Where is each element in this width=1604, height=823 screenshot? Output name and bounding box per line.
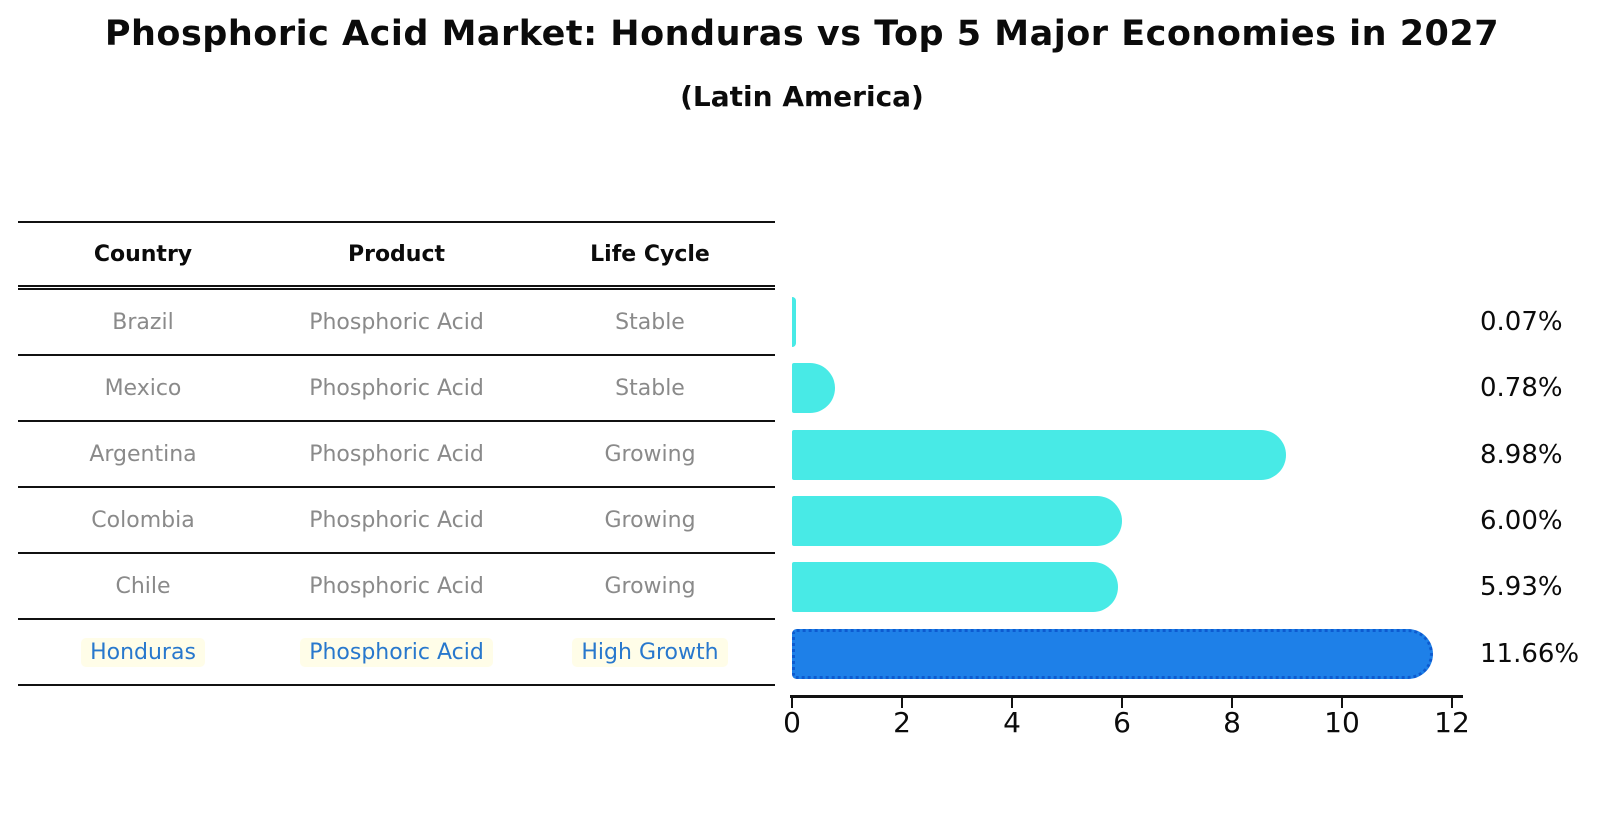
product-cell-text: Phosphoric Acid xyxy=(300,637,493,667)
country-cell: Chile xyxy=(18,574,268,599)
page-subtitle: (Latin America) xyxy=(680,80,924,113)
product-cell: Phosphoric Acid xyxy=(268,310,525,335)
table-header-life-cycle: Life Cycle xyxy=(590,241,710,267)
country-cell: Colombia xyxy=(18,508,268,533)
x-tick-label-2: 2 xyxy=(893,706,911,739)
life-cycle-cell: Growing xyxy=(525,508,775,533)
bar-honduras xyxy=(792,629,1433,679)
life-cycle-cell: Stable xyxy=(525,310,775,335)
x-tick-label-8: 8 xyxy=(1223,706,1241,739)
life-cycle-cell: Growing xyxy=(525,574,775,599)
country-cell: Honduras xyxy=(18,637,268,667)
table-row-chile: Chile Phosphoric Acid Growing xyxy=(18,554,775,620)
table-header-row: Country Product Life Cycle xyxy=(18,221,775,290)
x-tick-label-6: 6 xyxy=(1113,706,1131,739)
product-cell: Phosphoric Acid xyxy=(268,574,525,599)
country-cell-text: Honduras xyxy=(81,637,205,667)
page-title: Phosphoric Acid Market: Honduras vs Top … xyxy=(104,14,1500,54)
product-cell-text: Phosphoric Acid xyxy=(309,375,484,401)
life-cycle-cell: High Growth xyxy=(525,637,775,667)
life-cycle-cell: Growing xyxy=(525,442,775,467)
x-tick-label-4: 4 xyxy=(1003,706,1021,739)
country-cell-text: Colombia xyxy=(91,507,195,533)
life-cycle-cell-text: Growing xyxy=(604,441,696,467)
life-cycle-cell-text: Stable xyxy=(615,309,685,335)
country-cell: Brazil xyxy=(18,310,268,335)
table-row-honduras: Honduras Phosphoric Acid High Growth xyxy=(18,620,775,686)
country-cell-text: Mexico xyxy=(104,375,182,401)
bar-mexico xyxy=(792,363,835,413)
value-label-chile: 5.93% xyxy=(1480,572,1563,602)
country-cell: Argentina xyxy=(18,442,268,467)
product-cell: Phosphoric Acid xyxy=(268,637,525,667)
x-tick-8 xyxy=(1231,698,1233,708)
country-cell-text: Brazil xyxy=(112,309,174,335)
table-row-argentina: Argentina Phosphoric Acid Growing xyxy=(18,422,775,488)
table-header-country: Country xyxy=(93,241,193,267)
value-label-argentina: 8.98% xyxy=(1480,440,1563,470)
x-tick-6 xyxy=(1121,698,1123,708)
x-tick-2 xyxy=(901,698,903,708)
x-tick-4 xyxy=(1011,698,1013,708)
x-axis-line xyxy=(790,695,1463,698)
product-cell-text: Phosphoric Acid xyxy=(309,507,484,533)
table-row-mexico: Mexico Phosphoric Acid Stable xyxy=(18,356,775,422)
country-cell: Mexico xyxy=(18,376,268,401)
country-table: Country Product Life Cycle Brazil Phospho… xyxy=(18,221,775,686)
bar-colombia xyxy=(792,496,1122,546)
product-cell-text: Phosphoric Acid xyxy=(309,441,484,467)
value-label-honduras: 11.66% xyxy=(1480,639,1580,669)
x-tick-label-10: 10 xyxy=(1324,706,1360,739)
x-tick-0 xyxy=(791,698,793,708)
value-label-brazil: 0.07% xyxy=(1480,307,1563,337)
x-tick-label-12: 12 xyxy=(1434,706,1470,739)
life-cycle-cell-text: Growing xyxy=(604,573,696,599)
life-cycle-cell: Stable xyxy=(525,376,775,401)
product-cell-text: Phosphoric Acid xyxy=(309,309,484,335)
table-row-colombia: Colombia Phosphoric Acid Growing xyxy=(18,488,775,554)
life-cycle-cell-text: Stable xyxy=(615,375,685,401)
product-cell-text: Phosphoric Acid xyxy=(309,573,484,599)
country-cell-text: Chile xyxy=(115,573,171,599)
table-body: Brazil Phosphoric Acid Stable Mexico Phospho… xyxy=(18,290,775,686)
x-tick-10 xyxy=(1341,698,1343,708)
bar-argentina xyxy=(792,430,1286,480)
product-cell: Phosphoric Acid xyxy=(268,442,525,467)
life-cycle-cell-text: Growing xyxy=(604,507,696,533)
country-cell-text: Argentina xyxy=(89,441,197,467)
value-label-colombia: 6.00% xyxy=(1480,506,1563,536)
x-tick-12 xyxy=(1451,698,1453,708)
value-label-mexico: 0.78% xyxy=(1480,373,1563,403)
life-cycle-cell-text: High Growth xyxy=(572,637,728,667)
bar-brazil xyxy=(792,297,796,347)
bar-chile xyxy=(792,562,1118,612)
x-tick-label-0: 0 xyxy=(783,706,801,739)
product-cell: Phosphoric Acid xyxy=(268,376,525,401)
table-row-brazil: Brazil Phosphoric Acid Stable xyxy=(18,290,775,356)
product-cell: Phosphoric Acid xyxy=(268,508,525,533)
table-header-product: Product xyxy=(347,241,446,267)
